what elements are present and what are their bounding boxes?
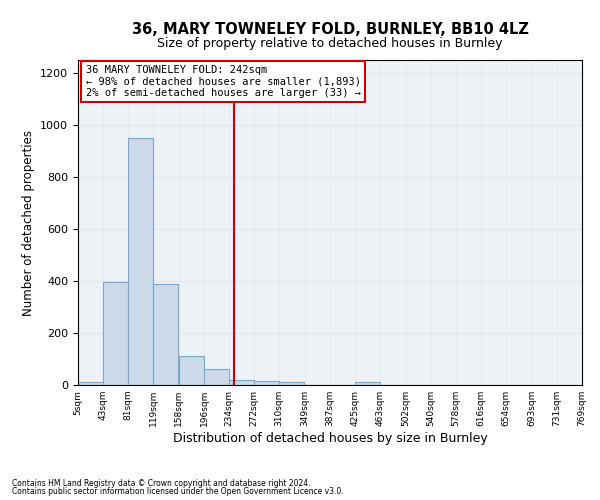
Bar [254,381,279,385]
Text: 36 MARY TOWNELEY FOLD: 242sqm
← 98% of detached houses are smaller (1,893)
2% of: 36 MARY TOWNELEY FOLD: 242sqm ← 98% of d… [86,65,361,98]
Bar [179,356,204,385]
Text: Contains HM Land Registry data © Crown copyright and database right 2024.: Contains HM Land Registry data © Crown c… [12,478,311,488]
Bar [279,382,304,385]
Bar [78,382,103,385]
Text: 36, MARY TOWNELEY FOLD, BURNLEY, BB10 4LZ: 36, MARY TOWNELEY FOLD, BURNLEY, BB10 4L… [131,22,529,38]
Bar [153,284,178,385]
Bar [204,370,229,385]
Bar [128,138,153,385]
Text: Size of property relative to detached houses in Burnley: Size of property relative to detached ho… [157,38,503,51]
Text: Contains public sector information licensed under the Open Government Licence v3: Contains public sector information licen… [12,487,344,496]
Bar [229,380,254,385]
Bar [355,382,380,385]
Y-axis label: Number of detached properties: Number of detached properties [22,130,35,316]
X-axis label: Distribution of detached houses by size in Burnley: Distribution of detached houses by size … [173,432,487,445]
Bar [103,282,128,385]
